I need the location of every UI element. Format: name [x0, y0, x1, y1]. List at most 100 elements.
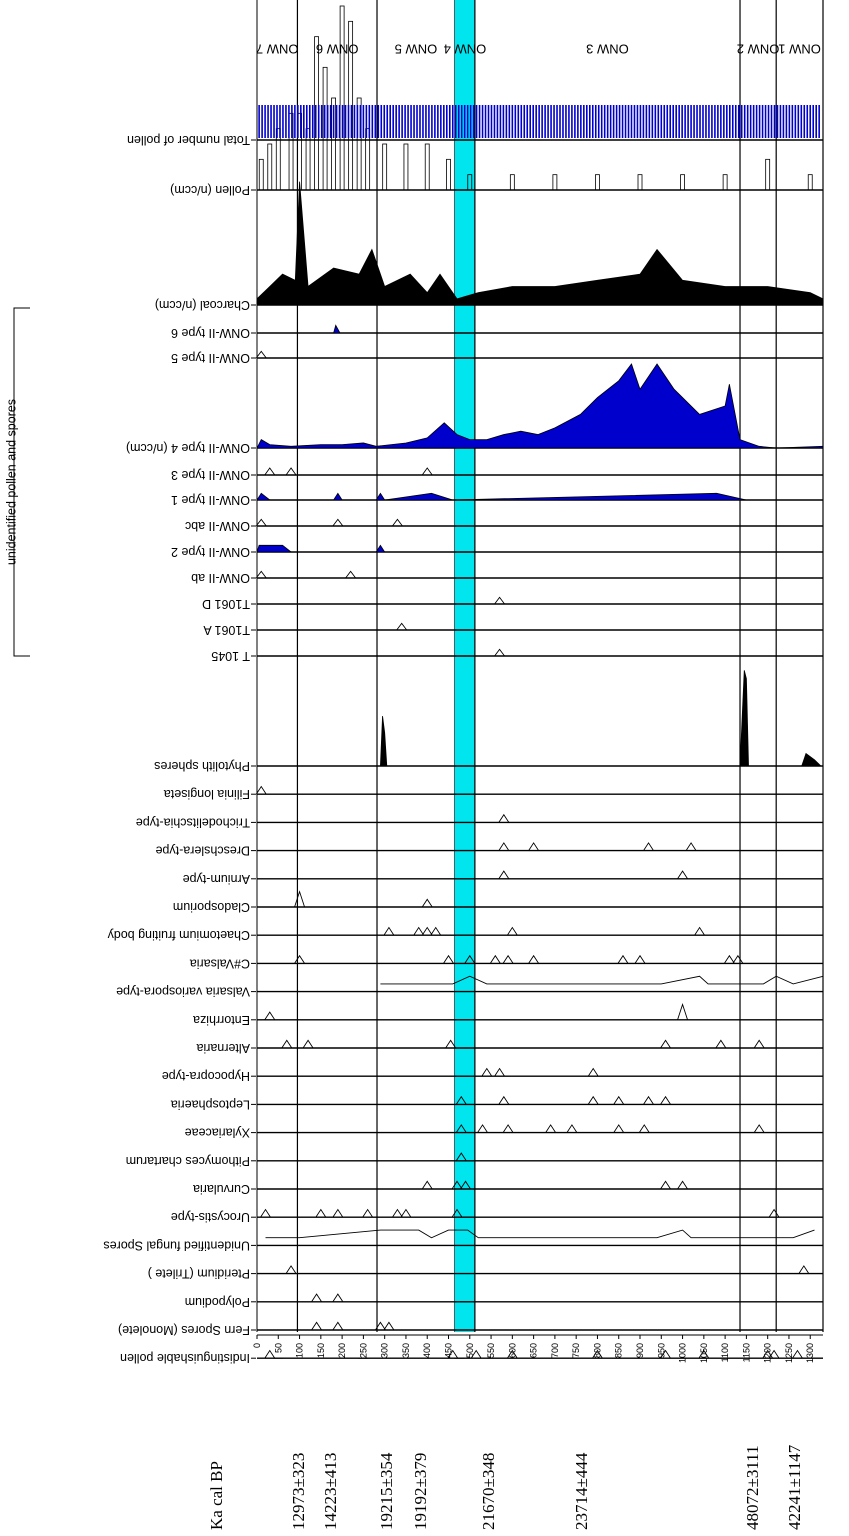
bar-pollen-n-ccm-16: [446, 158, 451, 191]
track-xylariaceae: [257, 1124, 823, 1134]
tick-label-550: 550: [486, 1343, 496, 1358]
peak-urocystis-type-7: [768, 1208, 780, 1218]
age-label: 19192±379: [410, 1452, 430, 1530]
peak-c-valsaria-7: [634, 954, 646, 964]
peak-urocystis-type-3: [362, 1208, 374, 1218]
track-layer: [255, 5, 824, 1359]
track-pithomyces-chartarum: [257, 1152, 823, 1162]
peak-onw-ii-type-3-1: [285, 467, 297, 476]
track-onw-ii-type-1: [256, 492, 823, 501]
label-t1061-a: T1061 A: [203, 623, 250, 637]
peak-hypocopra-type-2: [587, 1067, 599, 1077]
label-total-number-of-pollen: Total number of pollen: [127, 133, 250, 147]
peak-leptosphaeria-2: [587, 1095, 599, 1105]
label-chaetomium-fruiting-body: Chaetomium fruiting body: [107, 928, 250, 942]
peak-c-valsaria-0: [294, 954, 305, 964]
bar-pollen-n-ccm-0: [258, 158, 264, 191]
depth-axis: 0 50 100 150 200 250 300 350 400 450 500 550 600 650 7…: [252, 1334, 823, 1363]
track-fern-spores-monolete: [257, 1321, 823, 1331]
peak-pteridium-trilete-1: [798, 1265, 810, 1274]
bar-pollen-n-ccm-19: [552, 174, 558, 191]
group-label: unidentified pollen and spores: [4, 399, 18, 565]
peak-chaetomium-fruiting-body-0: [383, 926, 395, 936]
peak-c-valsaria-3: [489, 954, 501, 964]
peak-urocystis-type-5: [400, 1208, 412, 1218]
tick-label-100: 100: [295, 1343, 305, 1358]
tick-label-900: 900: [635, 1343, 645, 1358]
peak-xylariaceae-5: [613, 1124, 625, 1133]
bar-pollen-n-ccm-15: [424, 143, 430, 191]
peak-fern-spores-monolete-1: [332, 1321, 344, 1331]
area-onw-ii-type-2: [256, 544, 386, 553]
peak-leptosphaeria-5: [660, 1095, 671, 1105]
age-label: 12973±323: [289, 1452, 309, 1530]
peak-urocystis-type-2: [332, 1208, 344, 1218]
peak-chaetomium-fruiting-body-4: [506, 926, 518, 936]
label-filinia-longiseta: Filinia longiseta: [164, 787, 250, 801]
peak-hypocopra-type-1: [494, 1067, 505, 1077]
track-pteridium-trilete: [257, 1265, 823, 1275]
peak-urocystis-type-6: [451, 1208, 463, 1218]
peak-dreschslera-type-2: [643, 842, 654, 851]
zone-label-onw-6: ONW 6: [316, 42, 359, 57]
age-header: Ka cal BP: [207, 1461, 226, 1530]
bar-pollen-n-ccm-12: [365, 128, 371, 191]
peak-xylariaceae-3: [545, 1124, 557, 1133]
peak-indistinguishable-pollen-8: [660, 1349, 671, 1359]
peak-alternaria-4: [715, 1039, 727, 1049]
label-t1061-d: T1061 D: [202, 597, 250, 611]
zone-highlight-onw-4: [454, 0, 475, 656]
track-pollen-n-ccm: [257, 5, 823, 191]
bar-pollen-n-ccm-23: [722, 174, 728, 191]
peak-onw-ii-abc-2: [392, 518, 403, 527]
peak-curvularia-3: [660, 1180, 671, 1190]
tick-label-700: 700: [550, 1343, 560, 1358]
zone-label-onw-7: ONW 7: [256, 42, 299, 57]
track-alternaria: [257, 1039, 823, 1049]
peak-polypodium-0: [311, 1293, 322, 1303]
track-chaetomium-fruiting-body: [257, 926, 823, 936]
tick-label-1000: 1000: [678, 1343, 688, 1363]
peak-curvularia-2: [460, 1180, 471, 1190]
peak-indistinguishable-pollen-12: [792, 1349, 803, 1359]
track-curvularia: [257, 1180, 823, 1190]
peak-xylariaceae-4: [566, 1124, 578, 1133]
peak-onw-ii-abc-0: [255, 518, 267, 527]
track-c-valsaria: [257, 954, 823, 965]
label-onw-ii-type-1: ONW-II type 1: [171, 493, 250, 507]
bar-pollen-n-ccm-25: [807, 174, 813, 191]
tick-label-600: 600: [507, 1343, 517, 1358]
label-xylariaceae: Xylariaceae: [185, 1126, 250, 1140]
peak-onw-ii-ab-1: [345, 570, 356, 579]
tick-label-1150: 1150: [741, 1343, 751, 1362]
label-entorrhiza: Entorrhiza: [193, 1013, 250, 1027]
peak-c-valsaria-8: [723, 954, 735, 964]
track-onw-ii-type-4-n-ccm: [256, 363, 824, 449]
peak-indistinguishable-pollen-9: [698, 1349, 710, 1359]
peak-leptosphaeria-1: [498, 1095, 510, 1105]
peak-urocystis-type-4: [392, 1208, 403, 1218]
peak-indistinguishable-pollen-3: [447, 1349, 459, 1359]
track-total-number-of-pollen: [257, 105, 823, 141]
peak-chaetomium-fruiting-body-3: [430, 926, 442, 936]
track-arnium-type: [257, 870, 823, 880]
line-valsaria-variospora-type: [380, 975, 824, 985]
peak-alternaria-5: [753, 1039, 765, 1049]
track-onw-ii-type-3: [257, 467, 823, 476]
age-label: 23714±444: [572, 1452, 592, 1530]
peak-curvularia-0: [421, 1180, 433, 1190]
peak-xylariaceae-6: [638, 1124, 650, 1133]
peak-leptosphaeria-3: [613, 1095, 625, 1105]
peak-cladosporium-0: [294, 890, 305, 908]
peak-onw-ii-type-3-2: [421, 467, 433, 476]
tick-label-650: 650: [529, 1343, 539, 1358]
zone-label-onw-3: ONW 3: [586, 42, 629, 57]
tick-label-450: 450: [444, 1343, 454, 1358]
peak-dreschslera-type-1: [528, 842, 539, 851]
tick-label-50: 50: [273, 1343, 283, 1353]
peak-c-valsaria-9: [732, 954, 744, 964]
bar-pollen-n-ccm-18: [509, 174, 515, 191]
tick-label-1050: 1050: [699, 1343, 709, 1363]
tick-label-350: 350: [401, 1343, 411, 1358]
